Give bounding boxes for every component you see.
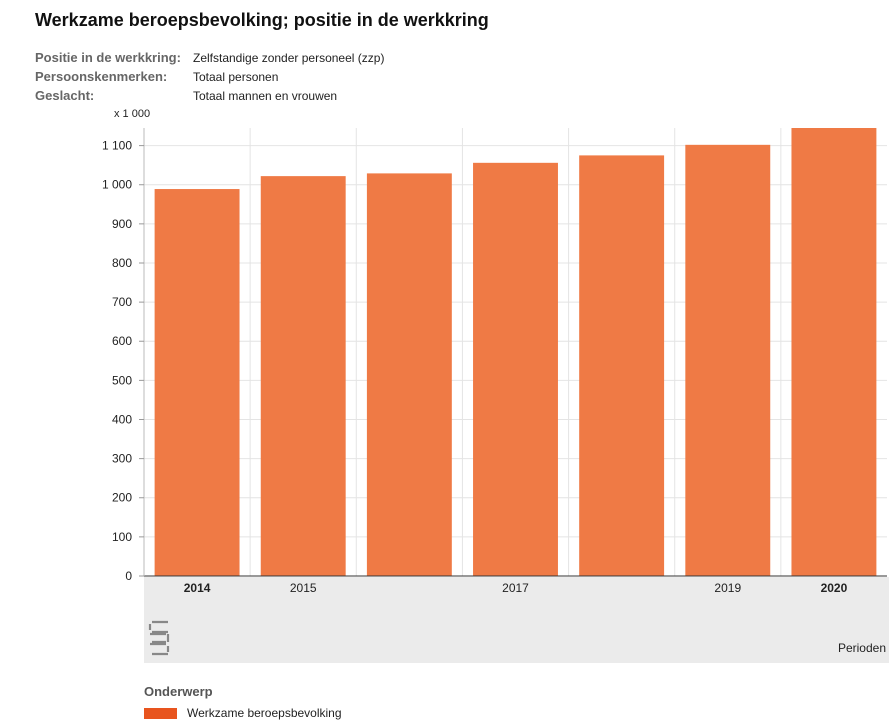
y-tick-label: 300: [112, 452, 132, 466]
bar-chart: 0 100 200 300 400 500 600 700 800 900 1 000 1 100 2…: [102, 128, 889, 663]
legend-swatch: [144, 707, 177, 719]
y-tick-label: 1 100: [102, 139, 132, 153]
x-tick-label: 2017: [502, 581, 529, 595]
filter-value: Totaal personen: [193, 69, 279, 84]
y-tick-label: 600: [112, 334, 132, 348]
x-axis-label: Perioden: [838, 641, 886, 655]
filter-key: Positie in de werkkring:: [35, 50, 181, 65]
legend-title: Onderwerp: [144, 684, 213, 699]
x-tick-label: 2020: [821, 581, 848, 595]
filter-row-persoonskenmerken: Persoonskenmerken: Totaal personen: [35, 67, 384, 86]
filter-value: Totaal mannen en vrouwen: [193, 88, 338, 103]
bar-2016[interactable]: [366, 173, 452, 576]
legend-item-label: Werkzame beroepsbevolking: [187, 706, 342, 720]
y-tick-label: 0: [125, 569, 132, 583]
x-tick-labels: 2014 2015 2017 2019 2020: [184, 581, 848, 595]
y-tick-labels: 0 100 200 300 400 500 600 700 800 900 1 000 1 100: [102, 139, 144, 583]
bar-2018[interactable]: [579, 155, 665, 576]
filter-key: Persoonskenmerken:: [35, 69, 168, 84]
y-tick-label: 800: [112, 256, 132, 270]
y-tick-label: 1 000: [102, 178, 132, 192]
bar-2019[interactable]: [685, 144, 771, 576]
cbs-logo-icon: [148, 620, 170, 656]
y-tick-label: 900: [112, 217, 132, 231]
legend-item[interactable]: Werkzame beroepsbevolking: [144, 706, 342, 720]
filter-key: Geslacht:: [35, 88, 95, 103]
filter-list: Positie in de werkkring: Zelfstandige zo…: [35, 48, 384, 105]
bar-2014[interactable]: [154, 189, 240, 577]
x-tick-label: 2015: [290, 581, 317, 595]
y-tick-label: 500: [112, 373, 132, 387]
x-tick-label: 2019: [714, 581, 741, 595]
filter-value: Zelfstandige zonder personeel (zzp): [193, 50, 385, 65]
chart-title: Werkzame beroepsbevolking; positie in de…: [35, 10, 489, 30]
x-tick-label: 2014: [184, 581, 211, 595]
y-tick-label: 400: [112, 412, 132, 426]
filter-row-positie: Positie in de werkkring: Zelfstandige zo…: [35, 48, 384, 67]
y-tick-label: 700: [112, 295, 132, 309]
filter-row-geslacht: Geslacht: Totaal mannen en vrouwen: [35, 86, 384, 105]
x-axis-band: [144, 577, 889, 663]
y-unit-label: x 1 000: [114, 108, 151, 120]
y-tick-label: 100: [112, 530, 132, 544]
bar-2015[interactable]: [260, 176, 346, 576]
bar-2017[interactable]: [473, 162, 558, 577]
y-tick-label: 200: [112, 491, 132, 505]
bar-2020[interactable]: [791, 128, 877, 576]
bars: [154, 128, 877, 577]
